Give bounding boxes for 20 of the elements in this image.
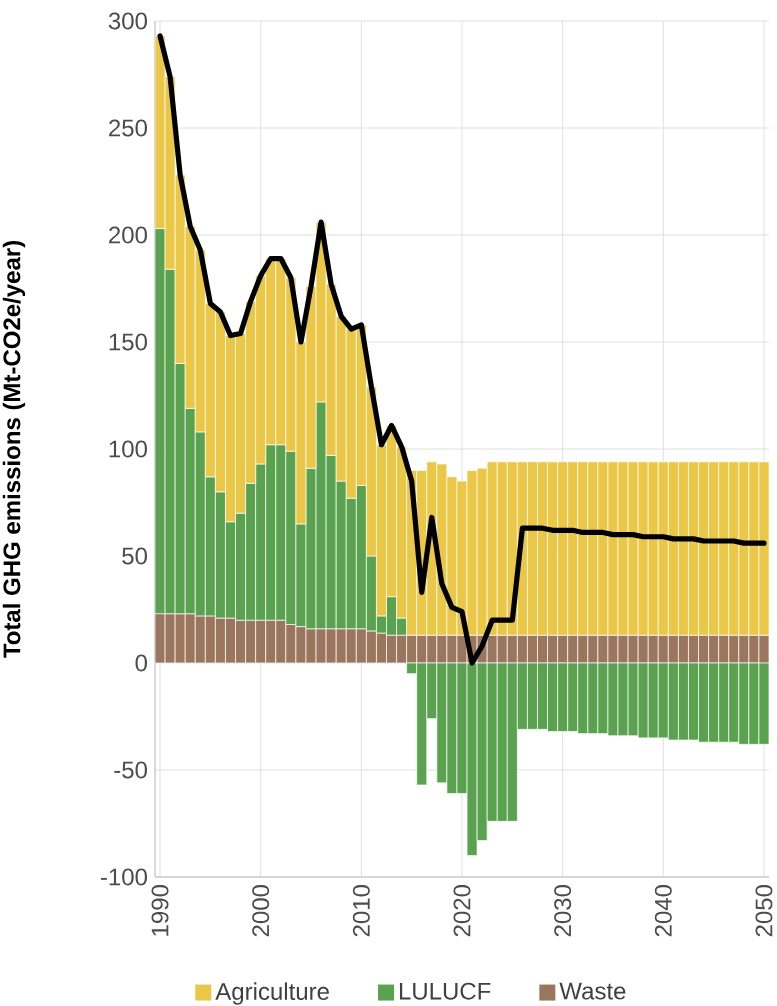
y-tick-label: -100: [100, 868, 147, 886]
x-tick-label: 1990: [151, 885, 169, 936]
x-tick-label: 2010: [352, 885, 370, 937]
y-axis-title: Total GHG emissions (Mt-CO2e/year): [2, 241, 26, 658]
legend-label: Agriculture: [215, 982, 329, 1005]
y-tick-label: 200: [109, 226, 147, 244]
legend-label: Waste: [559, 982, 626, 1000]
legend-label: LULUCF: [399, 982, 491, 1000]
y-tick-label: 150: [109, 333, 147, 351]
x-tick-label: 2050: [755, 885, 773, 937]
x-tick-label: 2020: [453, 885, 471, 937]
y-tick-label: 250: [109, 119, 147, 137]
y-tick-label: -50: [114, 761, 147, 779]
y-tick-label: 300: [108, 12, 147, 30]
y-tick-label: 0: [135, 654, 148, 672]
y-tick-label: 100: [109, 440, 147, 458]
x-tick-label: 2000: [252, 885, 270, 937]
x-tick-label: 2030: [554, 885, 572, 937]
y-tick-label: 50: [122, 547, 147, 565]
x-tick-label: 2040: [654, 885, 672, 937]
